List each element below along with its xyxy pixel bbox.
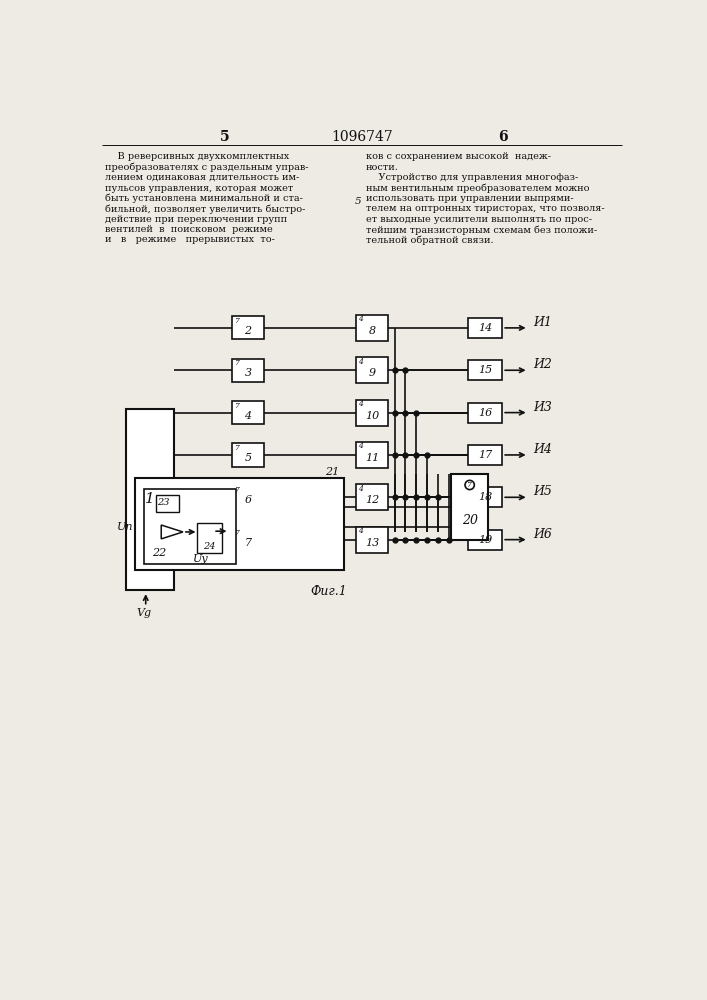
Text: Vg: Vg bbox=[136, 608, 152, 618]
Text: 16: 16 bbox=[478, 408, 492, 418]
Text: 7: 7 bbox=[467, 481, 472, 489]
Text: 15: 15 bbox=[478, 365, 492, 375]
Text: 4: 4 bbox=[358, 485, 363, 493]
Text: вентилей  в  поисковом  режиме: вентилей в поисковом режиме bbox=[105, 225, 273, 234]
Text: ет выходные усилители выполнять по прос-: ет выходные усилители выполнять по прос- bbox=[366, 215, 592, 224]
Text: 6: 6 bbox=[245, 495, 252, 505]
Text: использовать при управлении выпрями-: использовать при управлении выпрями- bbox=[366, 194, 573, 203]
Text: 9: 9 bbox=[368, 368, 375, 378]
Text: 4: 4 bbox=[358, 400, 363, 408]
Text: И6: И6 bbox=[533, 528, 552, 541]
Text: 23: 23 bbox=[158, 498, 170, 507]
Bar bbox=[232, 359, 264, 382]
Text: 7: 7 bbox=[245, 538, 252, 548]
Bar bbox=[135, 478, 344, 570]
Text: 17: 17 bbox=[478, 450, 492, 460]
Bar bbox=[356, 484, 388, 510]
Text: И3: И3 bbox=[533, 401, 552, 414]
Bar bbox=[468, 530, 502, 550]
Text: 7: 7 bbox=[234, 444, 239, 452]
Circle shape bbox=[465, 480, 474, 490]
Bar bbox=[356, 357, 388, 383]
Text: бильной, позволяет увеличить быстро-: бильной, позволяет увеличить быстро- bbox=[105, 204, 306, 214]
Text: 4: 4 bbox=[245, 411, 252, 421]
Text: ным вентильным преобразователем можно: ным вентильным преобразователем можно bbox=[366, 184, 590, 193]
Text: Фиг.1: Фиг.1 bbox=[310, 585, 347, 598]
Text: тельной обратной связи.: тельной обратной связи. bbox=[366, 235, 493, 245]
Text: 22: 22 bbox=[152, 548, 166, 558]
Text: 4: 4 bbox=[358, 442, 363, 450]
Text: 1: 1 bbox=[145, 492, 154, 506]
Text: 12: 12 bbox=[365, 495, 379, 505]
Bar bbox=[356, 400, 388, 426]
Bar bbox=[356, 315, 388, 341]
Text: 24: 24 bbox=[203, 542, 216, 551]
Text: 2: 2 bbox=[245, 326, 252, 336]
Text: 7: 7 bbox=[234, 359, 239, 367]
Text: преобразователях с раздельным управ-: преобразователях с раздельным управ- bbox=[105, 163, 309, 172]
Bar bbox=[356, 527, 388, 553]
Bar bbox=[468, 445, 502, 465]
Text: 7: 7 bbox=[234, 402, 239, 410]
Text: пульсов управления, которая может: пульсов управления, которая может bbox=[105, 184, 293, 193]
Text: И1: И1 bbox=[533, 316, 552, 329]
Text: 1096747: 1096747 bbox=[331, 130, 393, 144]
Text: 10: 10 bbox=[365, 411, 379, 421]
Bar bbox=[232, 401, 264, 424]
Text: И4: И4 bbox=[533, 443, 552, 456]
Text: и   в   режиме   прерывистых  то-: и в режиме прерывистых то- bbox=[105, 235, 275, 244]
Text: 21: 21 bbox=[325, 467, 339, 477]
Text: ков с сохранением высокой  надеж-: ков с сохранением высокой надеж- bbox=[366, 152, 551, 161]
Text: ности.: ности. bbox=[366, 163, 399, 172]
Text: Un: Un bbox=[117, 522, 134, 532]
Text: И5: И5 bbox=[533, 485, 552, 498]
Bar bbox=[468, 318, 502, 338]
Text: 7: 7 bbox=[234, 529, 239, 537]
Text: В реверсивных двухкомплектных: В реверсивных двухкомплектных bbox=[105, 152, 290, 161]
Text: 4: 4 bbox=[358, 358, 363, 366]
Bar bbox=[468, 403, 502, 423]
Bar bbox=[232, 443, 264, 466]
Text: 18: 18 bbox=[478, 492, 492, 502]
Text: 7: 7 bbox=[234, 486, 239, 494]
Bar bbox=[197, 523, 222, 553]
Bar bbox=[451, 474, 489, 540]
Bar bbox=[468, 360, 502, 380]
Bar bbox=[232, 528, 264, 551]
Text: 5: 5 bbox=[245, 453, 252, 463]
Text: 11: 11 bbox=[365, 453, 379, 463]
Text: Uy: Uy bbox=[193, 554, 209, 564]
Bar bbox=[356, 442, 388, 468]
Text: 19: 19 bbox=[478, 535, 492, 545]
Text: 14: 14 bbox=[478, 323, 492, 333]
Text: 7: 7 bbox=[234, 317, 239, 325]
Text: тейшим транзисторным схемам без положи-: тейшим транзисторным схемам без положи- bbox=[366, 225, 597, 235]
Text: 4: 4 bbox=[358, 527, 363, 535]
Text: 5: 5 bbox=[355, 197, 361, 206]
Bar bbox=[156, 495, 179, 512]
Bar bbox=[232, 316, 264, 339]
Text: 5: 5 bbox=[220, 130, 230, 144]
Text: действие при переключении групп: действие при переключении групп bbox=[105, 215, 288, 224]
Text: телем на оптронных тиристорах, что позволя-: телем на оптронных тиристорах, что позво… bbox=[366, 204, 604, 213]
Text: 3: 3 bbox=[245, 368, 252, 378]
Text: 8: 8 bbox=[368, 326, 375, 336]
Text: лением одинаковая длительность им-: лением одинаковая длительность им- bbox=[105, 173, 300, 182]
Text: Устройство для управления многофаз-: Устройство для управления многофаз- bbox=[366, 173, 578, 182]
Bar bbox=[468, 487, 502, 507]
Bar bbox=[144, 489, 235, 564]
Text: 4: 4 bbox=[358, 315, 363, 323]
Bar bbox=[126, 409, 174, 590]
Text: И2: И2 bbox=[533, 358, 552, 371]
Text: 6: 6 bbox=[498, 130, 508, 144]
Text: 20: 20 bbox=[462, 514, 478, 527]
Text: быть установлена минимальной и ста-: быть установлена минимальной и ста- bbox=[105, 194, 303, 203]
Bar bbox=[232, 486, 264, 509]
Text: 13: 13 bbox=[365, 538, 379, 548]
